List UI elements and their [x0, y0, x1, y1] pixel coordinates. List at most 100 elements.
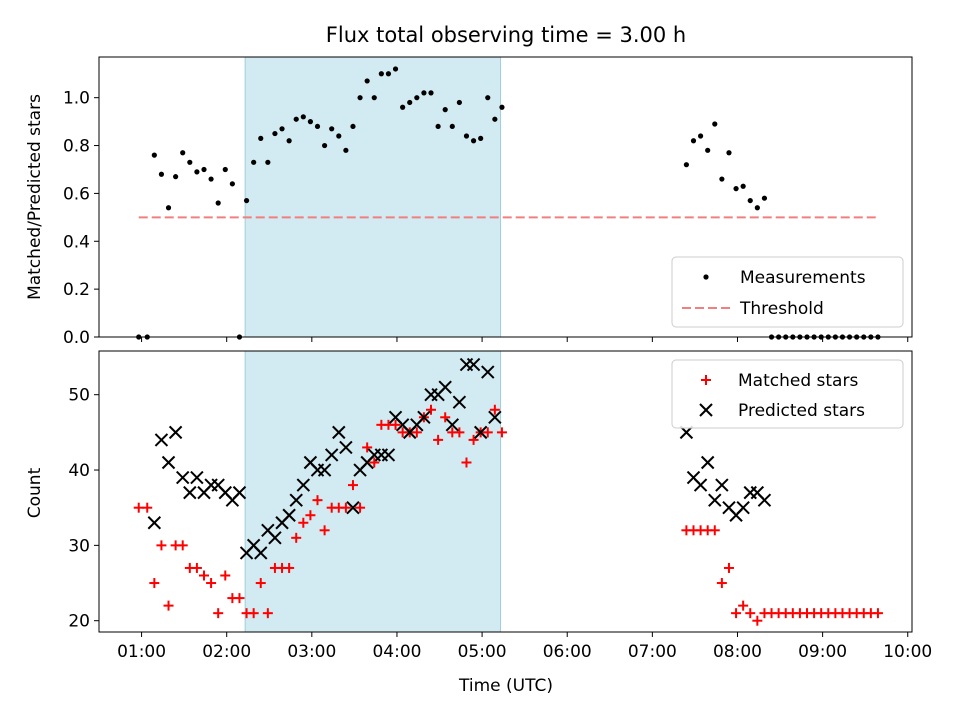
y-tick-label: 30: [68, 536, 90, 556]
measurement-point: [180, 150, 186, 156]
measurement-point: [733, 186, 739, 192]
matched-point: [220, 570, 231, 581]
measurement-point: [690, 138, 697, 144]
predicted-point: [473, 425, 488, 440]
measurement-point: [293, 116, 299, 122]
top-y-axis-label: Matched/Predicted stars: [25, 94, 45, 300]
measurement-point: [158, 171, 165, 177]
predicted-point: [452, 395, 467, 409]
top-panel: 0.0 0.2 0.4 0.6 0.8 1.0: [63, 56, 913, 348]
measurement-point: [705, 147, 711, 153]
matched-point: [213, 608, 224, 619]
measurement-point: [286, 138, 292, 144]
y-tick-label: 0.4: [63, 232, 90, 252]
measurement-point: [343, 147, 349, 153]
legend-measurements-marker: [703, 274, 709, 280]
measurement-point: [265, 159, 271, 165]
predicted-point: [324, 448, 339, 462]
legend-threshold-label: Threshold: [739, 299, 824, 319]
series-measurements: [136, 66, 881, 340]
measurement-point: [350, 123, 356, 130]
predicted-point: [417, 410, 431, 425]
matched-point: [745, 608, 756, 619]
matched-point: [716, 578, 727, 589]
matched-point: [738, 600, 749, 611]
x-tick-label: 02:00: [202, 642, 251, 662]
predicted-point: [183, 485, 197, 500]
top-legend-box: [671, 256, 904, 328]
highlight-span: [244, 350, 502, 633]
predicted-point: [289, 493, 303, 507]
predicted-point: [381, 448, 396, 462]
measurement-point: [747, 197, 753, 204]
matched-point: [305, 510, 316, 521]
matched-point: [319, 525, 330, 536]
measurement-point: [414, 95, 420, 101]
matched-point: [461, 457, 472, 468]
matched-point: [411, 427, 422, 438]
x-tick-label: 06:00: [543, 642, 592, 662]
measurement-point: [215, 200, 221, 206]
legend-predicted-marker: [699, 403, 713, 417]
measurement-point: [194, 169, 200, 175]
measurement-point: [222, 166, 228, 173]
measurement-point: [421, 90, 427, 96]
predicted-point: [332, 425, 346, 440]
matched-point: [133, 502, 144, 513]
measurement-point: [272, 130, 278, 137]
predicted-point: [176, 470, 190, 485]
measurement-point: [314, 123, 321, 130]
axes-frame: [98, 56, 913, 338]
measurement-point: [754, 205, 760, 211]
predicted-point: [190, 470, 204, 485]
legend-matched-label: Matched stars: [738, 371, 858, 391]
measurement-point: [719, 176, 725, 182]
matched-point: [177, 540, 188, 551]
matched-point: [234, 593, 245, 604]
measurement-point: [187, 159, 193, 165]
predicted-point: [232, 485, 247, 500]
predicted-point: [715, 478, 729, 492]
measurement-point: [400, 104, 406, 110]
series-matched-stars: [133, 404, 883, 626]
matched-point: [355, 502, 366, 513]
predicted-point: [346, 500, 360, 515]
y-tick-label: 0.2: [63, 280, 90, 300]
matched-point: [248, 608, 259, 619]
measurement-point: [712, 121, 718, 127]
matched-point: [262, 608, 273, 619]
x-tick-label: 07:00: [628, 642, 677, 662]
predicted-point: [154, 433, 169, 447]
measurement-point: [683, 162, 690, 168]
x-tick-label: 09:00: [798, 642, 847, 662]
bottom-y-axis-label: Count: [25, 467, 45, 518]
measurement-point: [740, 183, 746, 189]
x-tick-label: 04:00: [372, 642, 421, 662]
matched-point: [198, 570, 209, 581]
measurement-point: [173, 174, 179, 180]
x-tick-label: 05:00: [458, 642, 507, 662]
y-tick-label: 20: [68, 612, 90, 632]
measurement-point: [329, 126, 335, 132]
predicted-point: [466, 357, 481, 372]
measurement-point: [726, 150, 732, 156]
matched-point: [426, 404, 437, 415]
measurement-point: [151, 152, 157, 158]
matched-point: [390, 419, 401, 430]
predicted-point: [700, 455, 715, 470]
predicted-point: [296, 478, 311, 492]
predicted-point: [445, 418, 460, 432]
y-tick-label: 50: [68, 386, 90, 406]
predicted-point: [282, 508, 296, 522]
measurement-point: [492, 116, 498, 122]
matched-point: [482, 427, 493, 438]
measurement-point: [442, 107, 448, 113]
chart-title: Flux total observing time = 3.00 h: [326, 23, 686, 47]
predicted-point: [168, 425, 183, 440]
legend-predicted-label: Predicted stars: [738, 401, 865, 421]
predicted-point: [254, 546, 268, 560]
matched-point: [440, 412, 451, 423]
measurement-point: [407, 99, 413, 106]
